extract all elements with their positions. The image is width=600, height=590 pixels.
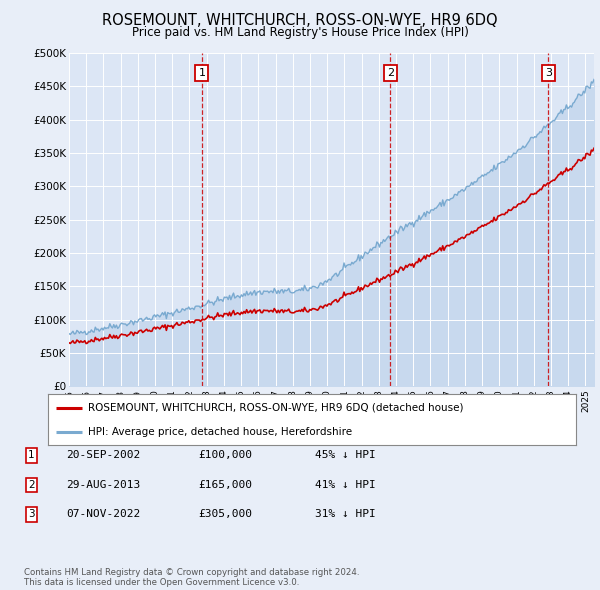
Text: ROSEMOUNT, WHITCHURCH, ROSS-ON-WYE, HR9 6DQ (detached house): ROSEMOUNT, WHITCHURCH, ROSS-ON-WYE, HR9 … (88, 402, 463, 412)
Text: Contains HM Land Registry data © Crown copyright and database right 2024.
This d: Contains HM Land Registry data © Crown c… (24, 568, 359, 587)
Text: £100,000: £100,000 (198, 451, 252, 460)
Text: £165,000: £165,000 (198, 480, 252, 490)
Text: Price paid vs. HM Land Registry's House Price Index (HPI): Price paid vs. HM Land Registry's House … (131, 26, 469, 39)
Text: 1: 1 (199, 68, 205, 78)
Text: 1: 1 (28, 451, 35, 460)
Text: 3: 3 (28, 510, 35, 519)
Text: 3: 3 (545, 68, 552, 78)
Text: £305,000: £305,000 (198, 510, 252, 519)
Text: 31% ↓ HPI: 31% ↓ HPI (315, 510, 376, 519)
Text: 29-AUG-2013: 29-AUG-2013 (66, 480, 140, 490)
Text: 2: 2 (28, 480, 35, 490)
Text: 45% ↓ HPI: 45% ↓ HPI (315, 451, 376, 460)
Text: 20-SEP-2002: 20-SEP-2002 (66, 451, 140, 460)
Text: ROSEMOUNT, WHITCHURCH, ROSS-ON-WYE, HR9 6DQ: ROSEMOUNT, WHITCHURCH, ROSS-ON-WYE, HR9 … (102, 13, 498, 28)
Text: 2: 2 (386, 68, 394, 78)
Text: 07-NOV-2022: 07-NOV-2022 (66, 510, 140, 519)
Text: HPI: Average price, detached house, Herefordshire: HPI: Average price, detached house, Here… (88, 428, 352, 437)
Text: 41% ↓ HPI: 41% ↓ HPI (315, 480, 376, 490)
